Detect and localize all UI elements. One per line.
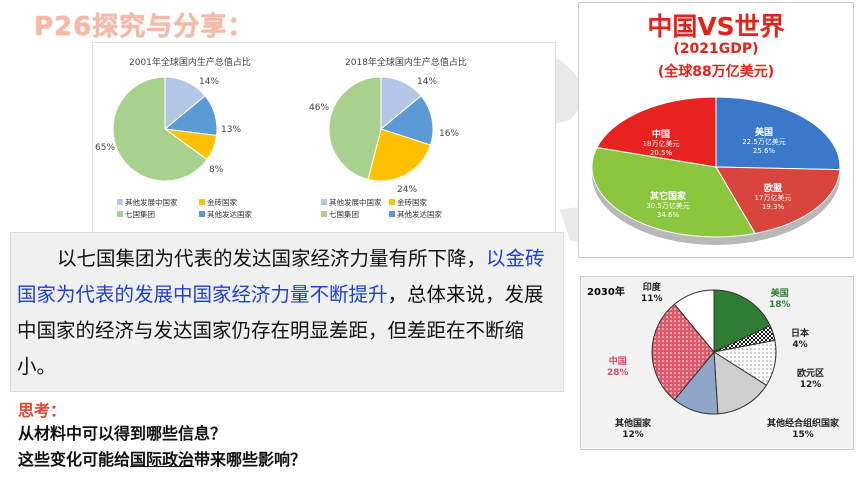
summary-text-highlight: 以金砖国家为代表的发展中国家经济力量不断提升 bbox=[17, 247, 545, 306]
eu-2021-label: 欧盟 17万亿美元 19.3% bbox=[741, 185, 805, 212]
legend-item: 其他发达国家 bbox=[207, 210, 252, 219]
summary-textbox: 以七国集团为代表的发达国家经济力量有所下降，以金砖国家为代表的发展中国家经济力量… bbox=[10, 232, 564, 392]
pie-2018-slice-2 bbox=[367, 128, 432, 182]
pie-2030-slice-3 bbox=[713, 351, 768, 415]
others-2021-amount: 30.5万亿美元 bbox=[646, 202, 690, 210]
usa-2021-label: 美国 22.5万亿美元 25.6% bbox=[729, 129, 799, 156]
usa-2021-amount: 22.5万亿美元 bbox=[742, 138, 786, 146]
legend-item: 金砖国家 bbox=[207, 198, 237, 207]
china-2021-name: 中国 bbox=[651, 130, 670, 140]
china-2021-amount: 18万亿美元 bbox=[642, 140, 680, 148]
pie-2030-name-india: 印度 bbox=[642, 283, 661, 293]
pie-2018-legend: 其他发展中国家 金砖国家 七国集团 其他发达国家 bbox=[321, 197, 501, 221]
pie-2001-label-brics: 8% bbox=[209, 165, 224, 175]
summary-text-part1: 以七国集团为代表的发达国家经济力量有所下降， bbox=[57, 247, 487, 270]
china-vs-world-subtitle: (2021GDP) bbox=[673, 41, 759, 57]
pie-2030-slice-5 bbox=[651, 303, 715, 401]
pie-2001-label-g7: 65% bbox=[95, 143, 116, 153]
pie-2001-label-other-developed: 13% bbox=[221, 125, 242, 135]
pie-2030-name-others: 其他国家 bbox=[615, 419, 652, 429]
pie-2030-name-china: 中国 bbox=[608, 357, 627, 367]
pie-2018 bbox=[328, 76, 434, 182]
think-label: 思考： bbox=[18, 401, 67, 420]
pie-2030-label-other-oecd: 其他经合组织国家 15% bbox=[767, 419, 839, 441]
question-2-prefix: 这些变化可能给 bbox=[18, 450, 131, 469]
pie-2030-pct-other-oecd: 15% bbox=[792, 430, 814, 440]
pie-2018-title: 2018年全球国内生产总值占比 bbox=[345, 58, 467, 68]
legend-item: 金砖国家 bbox=[397, 198, 427, 207]
pie-2030-name-japan: 日本 bbox=[791, 329, 810, 339]
china-2021-pct: 20.5% bbox=[649, 149, 673, 157]
china-vs-world-panel: 中国VS世界 (2021GDP) (全球88万亿美元) 中国 18万亿美元 20… bbox=[578, 2, 854, 258]
pie-2030-slice-6 bbox=[673, 289, 715, 354]
summary-text-part3: ，总体来说，发展中国家的经济与发达国家仍存在明显差距，但差距在不断缩小。 bbox=[17, 283, 544, 378]
others-2021-pct: 34.6% bbox=[656, 211, 680, 219]
pie-2030-pct-usa: 18% bbox=[769, 300, 791, 310]
legend-item: 其他发展中国家 bbox=[329, 198, 382, 207]
projection-2030-panel: 2030年 印度 11% 美国 18% 日本 4% 欧元区 12% 其他经合组织国家 15… bbox=[580, 276, 854, 450]
question-1: 从材料中可以得到哪些信息？ bbox=[18, 424, 227, 443]
pie-2030-pct-others: 12% bbox=[622, 430, 644, 440]
eu-2021-pct: 19.3% bbox=[761, 203, 785, 211]
pie-2030-slice-0 bbox=[713, 289, 771, 353]
pie-2021-slice-2 bbox=[591, 146, 756, 238]
others-2021-label: 其它国家 30.5万亿美元 34.6% bbox=[633, 193, 703, 220]
pie-2018-slice-3 bbox=[328, 76, 382, 180]
pie-2030-pct-china: 28% bbox=[607, 368, 629, 378]
pie-2030-label-india: 印度 11% bbox=[641, 283, 663, 305]
legend-item: 七国集团 bbox=[125, 210, 155, 219]
question-2: 这些变化可能给国际政治带来哪些影响？ bbox=[18, 446, 306, 470]
pie-2030-label-china: 中国 28% bbox=[607, 357, 629, 379]
pie-2018-label-other-developed: 16% bbox=[439, 129, 460, 139]
others-2021-name: 其它国家 bbox=[649, 192, 686, 202]
pie-2030-name-usa: 美国 bbox=[770, 289, 789, 299]
pie-2030-label-eurozone: 欧元区 12% bbox=[797, 369, 824, 391]
china-2021-label: 中国 18万亿美元 20.5% bbox=[631, 131, 691, 158]
eu-2021-name: 欧盟 bbox=[763, 184, 782, 194]
pie-2001 bbox=[112, 76, 218, 182]
pie-2030-label-others: 其他国家 12% bbox=[615, 419, 651, 441]
pie-2030-pct-india: 11% bbox=[641, 294, 663, 304]
pie-2001-title: 2001年全球国内生产总值占比 bbox=[129, 58, 251, 68]
pie-2030-pct-japan: 4% bbox=[792, 340, 808, 350]
pie-2018-label-other-developing: 14% bbox=[417, 77, 438, 87]
pie-2021-slice-3 bbox=[596, 96, 717, 168]
pie-2018-label-brics: 24% bbox=[397, 185, 418, 195]
question-2-suffix: 带来哪些影响？ bbox=[194, 450, 307, 469]
pie-2001-label-other-developing: 14% bbox=[199, 77, 220, 87]
pie-2021-slice-1 bbox=[715, 166, 841, 234]
pie-2001-legend: 其他发展中国家 金砖国家 七国集团 其他发达国家 bbox=[117, 197, 297, 221]
pie-2030-label-japan: 日本 4% bbox=[791, 329, 809, 351]
legend-item: 其他发展中国家 bbox=[125, 198, 178, 207]
summary-paragraph: 以七国集团为代表的发达国家经济力量有所下降，以金砖国家为代表的发展中国家经济力量… bbox=[17, 241, 555, 385]
pie-2030-name-other-oecd: 其他经合组织国家 bbox=[767, 419, 840, 429]
china-vs-world-title: 中国VS世界 bbox=[647, 12, 785, 41]
gdp-share-panel: 2001年全球国内生产总值占比 2018年全球国内生产总值占比 14% 13% … bbox=[92, 42, 556, 234]
page-title: P26探究与分享： bbox=[34, 12, 255, 42]
usa-2021-name: 美国 bbox=[754, 128, 773, 138]
pie-2018-label-g7: 46% bbox=[309, 103, 330, 113]
pie-2030 bbox=[651, 289, 777, 415]
pie-2030-title: 2030年 bbox=[587, 287, 625, 298]
legend-item: 其他发达国家 bbox=[397, 210, 442, 219]
legend-item: 七国集团 bbox=[329, 210, 359, 219]
china-vs-world-subtitle-2: (全球88万亿美元) bbox=[657, 64, 775, 80]
question-2-keyword: 国际政治 bbox=[130, 450, 195, 469]
eu-2021-amount: 17万亿美元 bbox=[754, 194, 792, 202]
pie-2030-label-usa: 美国 18% bbox=[769, 289, 791, 311]
pie-2021 bbox=[591, 96, 841, 245]
pie-2001-slice-3 bbox=[112, 76, 208, 182]
usa-2021-pct: 25.6% bbox=[752, 147, 776, 155]
pie-2030-name-eurozone: 欧元区 bbox=[797, 369, 825, 379]
pie-2030-pct-eurozone: 12% bbox=[799, 380, 822, 390]
pie-2021-slice-0 bbox=[715, 96, 841, 171]
